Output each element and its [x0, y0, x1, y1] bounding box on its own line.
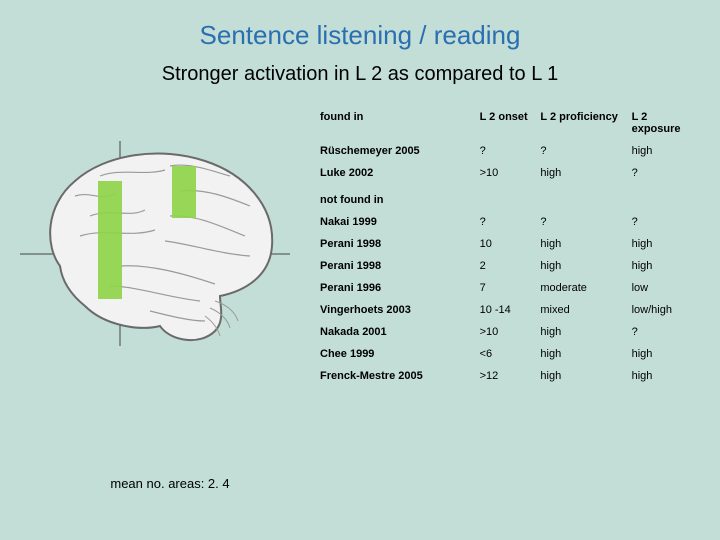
table-row: Frenck-Mestre 2005>12highhigh — [320, 365, 700, 387]
exposure-cell: high — [632, 255, 700, 277]
table-row: Perani 19982highhigh — [320, 255, 700, 277]
study-cell: Rüschemeyer 2005 — [320, 140, 480, 162]
proficiency-cell: ? — [540, 140, 631, 162]
table-column: found in L 2 onset L 2 proficiency L 2 e… — [310, 106, 700, 491]
proficiency-cell: high — [540, 233, 631, 255]
study-cell: Perani 1998 — [320, 233, 480, 255]
onset-cell: 2 — [480, 255, 541, 277]
onset-cell: >12 — [480, 365, 541, 387]
notfound-label: not found in — [320, 184, 700, 211]
figure-caption: mean no. areas: 2. 4 — [30, 476, 310, 491]
table-row: Rüschemeyer 2005??high — [320, 140, 700, 162]
onset-cell: 10 — [480, 233, 541, 255]
proficiency-cell: high — [540, 162, 631, 184]
proficiency-cell: high — [540, 343, 631, 365]
exposure-cell: ? — [632, 211, 700, 233]
header-proficiency: L 2 proficiency — [540, 106, 631, 140]
header-exposure: L 2 exposure — [632, 106, 700, 140]
proficiency-cell: mixed — [540, 299, 631, 321]
table-row: Nakai 1999??? — [320, 211, 700, 233]
study-cell: Luke 2002 — [320, 162, 480, 184]
proficiency-cell: ? — [540, 211, 631, 233]
table-header-row: found in L 2 onset L 2 proficiency L 2 e… — [320, 106, 700, 140]
onset-cell: >10 — [480, 321, 541, 343]
exposure-cell: high — [632, 343, 700, 365]
page-subtitle: Stronger activation in L 2 as compared t… — [0, 63, 720, 106]
exposure-cell: low/high — [632, 299, 700, 321]
content-area: mean no. areas: 2. 4 found in L 2 onset … — [0, 106, 720, 491]
exposure-cell: high — [632, 233, 700, 255]
onset-cell: 10 -14 — [480, 299, 541, 321]
onset-cell: ? — [480, 211, 541, 233]
table-row: Luke 2002>10high? — [320, 162, 700, 184]
table-row: Perani 19967moderatelow — [320, 277, 700, 299]
exposure-cell: ? — [632, 162, 700, 184]
exposure-cell: high — [632, 365, 700, 387]
proficiency-cell: high — [540, 255, 631, 277]
onset-cell: >10 — [480, 162, 541, 184]
table-row: Nakada 2001>10high? — [320, 321, 700, 343]
header-onset: L 2 onset — [480, 106, 541, 140]
proficiency-cell: moderate — [540, 277, 631, 299]
study-cell: Perani 1996 — [320, 277, 480, 299]
exposure-cell: ? — [632, 321, 700, 343]
onset-cell: 7 — [480, 277, 541, 299]
page-title: Sentence listening / reading — [0, 0, 720, 63]
section-notfound: not found in — [320, 184, 700, 211]
study-cell: Perani 1998 — [320, 255, 480, 277]
brain-svg — [20, 136, 290, 356]
onset-cell: <6 — [480, 343, 541, 365]
study-cell: Nakada 2001 — [320, 321, 480, 343]
proficiency-cell: high — [540, 365, 631, 387]
exposure-cell: high — [632, 140, 700, 162]
brain-figure — [20, 136, 290, 436]
study-cell: Vingerhoets 2003 — [320, 299, 480, 321]
study-cell: Nakai 1999 — [320, 211, 480, 233]
exposure-cell: low — [632, 277, 700, 299]
table-row: Vingerhoets 200310 -14mixedlow/high — [320, 299, 700, 321]
figure-column: mean no. areas: 2. 4 — [20, 106, 310, 491]
study-cell: Frenck-Mestre 2005 — [320, 365, 480, 387]
study-cell: Chee 1999 — [320, 343, 480, 365]
onset-cell: ? — [480, 140, 541, 162]
table-row: Chee 1999<6highhigh — [320, 343, 700, 365]
studies-table: found in L 2 onset L 2 proficiency L 2 e… — [320, 106, 700, 387]
header-found-in: found in — [320, 106, 480, 140]
proficiency-cell: high — [540, 321, 631, 343]
table-row: Perani 199810highhigh — [320, 233, 700, 255]
